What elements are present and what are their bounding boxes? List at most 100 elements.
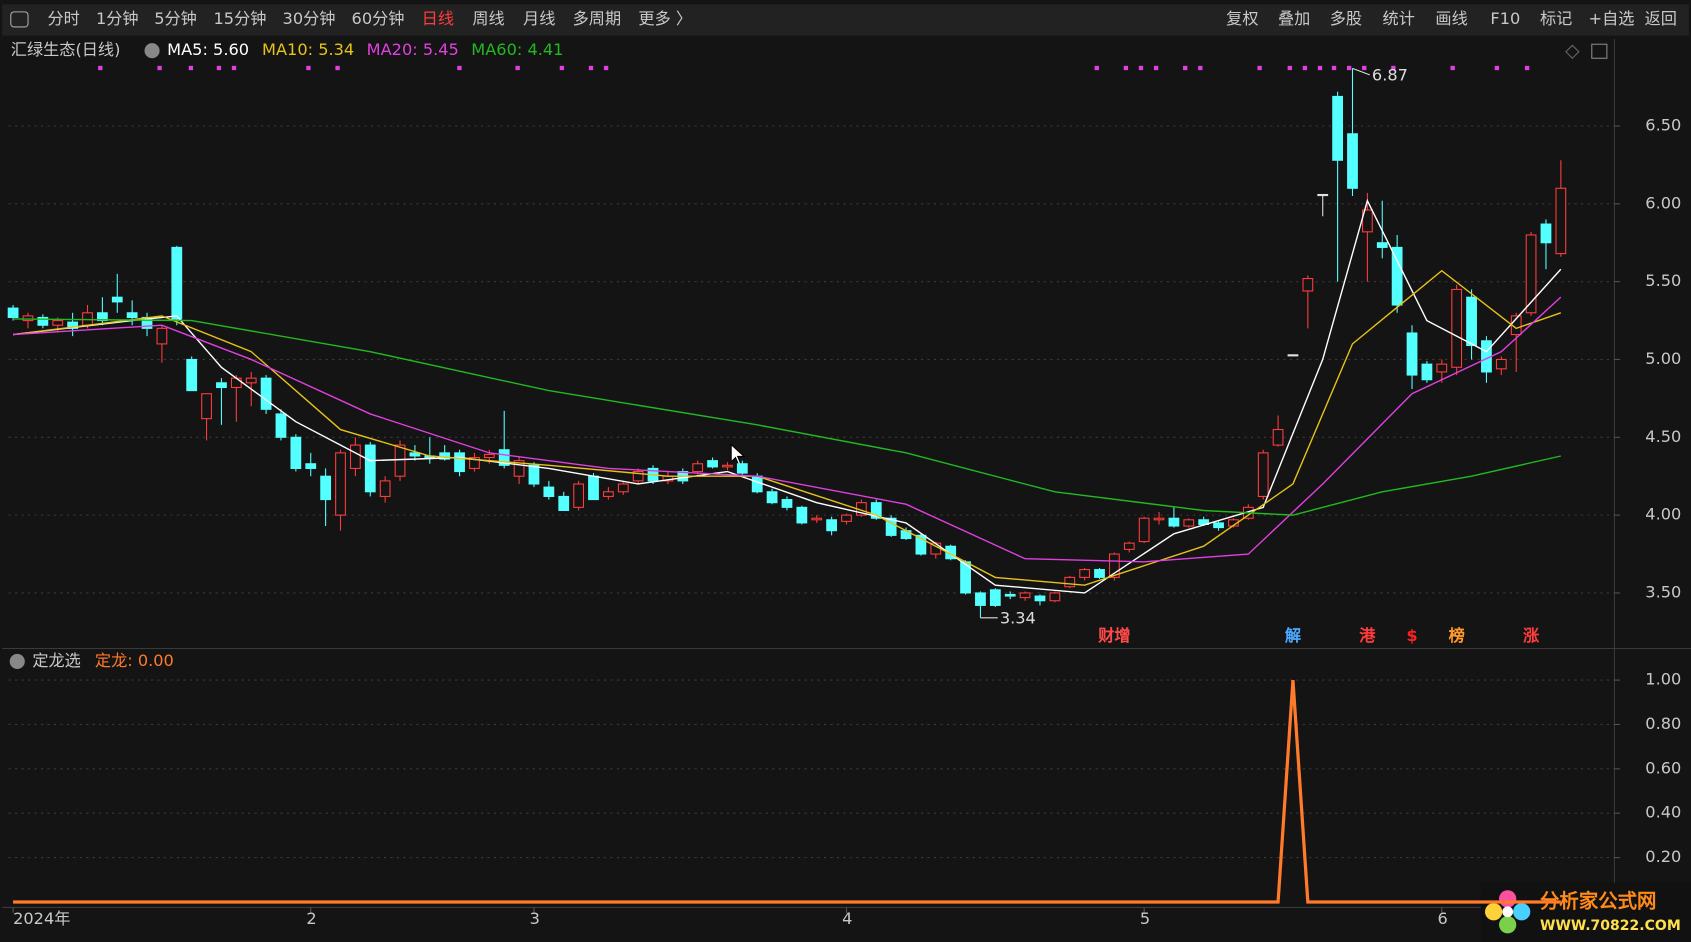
candle-body [1123,542,1135,550]
signal-dot [1287,65,1292,71]
toolbar-button[interactable]: 周线 [472,9,504,28]
candle-body [766,491,778,504]
candle-body [1391,246,1403,306]
candle-body [528,464,540,485]
toolbar-button[interactable]: 1分钟 [96,9,139,28]
candle-body [945,545,957,560]
candle-body [1287,354,1299,357]
candle-body [201,393,212,420]
candle-body [588,475,599,501]
signal-dot [559,65,565,71]
event-marker[interactable]: 港 [1359,626,1376,645]
candle-body [1019,592,1031,599]
collapse-icon[interactable] [9,653,25,670]
indicator-line [13,318,1561,516]
candle-body [558,495,570,511]
candle-body [1004,593,1016,597]
candle-body [245,377,257,384]
toolbar-button[interactable]: 更多 〉 [638,9,692,28]
indicator-line [13,296,1562,563]
signal-dot [335,65,340,71]
candle-body [305,463,317,469]
toolbar-button[interactable]: 返回 [1645,9,1677,28]
y-tick-label: 5.00 [1645,349,1681,368]
signal-dot [1391,65,1396,71]
candle-body [543,486,555,497]
candle-body [692,463,704,473]
watermark-name: 分析家公式网 [1540,890,1656,913]
candle-body [1406,332,1418,376]
y-tick-label: 1.00 [1645,670,1681,689]
candle-body [171,246,183,320]
candle-body [722,464,733,468]
toolbar-button[interactable]: 画线 [1435,9,1467,28]
toolbar-button[interactable]: 日线 [422,9,454,28]
candle-body [1525,234,1537,314]
candle-body [409,452,421,457]
candle-body [602,491,614,497]
toolbar-button[interactable]: 标记 [1540,9,1572,28]
event-marker[interactable]: 涨 [1523,626,1540,645]
event-marker[interactable]: 财增 [1098,626,1130,645]
toolbar-button[interactable]: 复权 [1226,9,1258,28]
candle-body [1302,278,1314,292]
event-marker[interactable]: $ [1406,626,1417,645]
y-tick-label: 0.60 [1645,758,1681,777]
indicator-line [12,198,1562,594]
signal-dot [1317,65,1323,71]
x-tick-label: 4 [842,909,852,928]
signal-dot [603,65,609,71]
signal-dot [1094,65,1099,71]
annotation-label: 6.87 [1372,65,1408,84]
signal-dot [1138,65,1144,71]
candle-body [811,517,823,521]
toolbar-button[interactable]: 30分钟 [283,9,336,28]
indicator-line [12,269,1562,586]
toolbar-button[interactable]: 15分钟 [214,9,267,28]
candle-body [1257,452,1269,497]
y-tick-label: 3.50 [1645,582,1681,601]
candle-body [439,452,451,460]
menu-icon[interactable] [10,11,29,28]
candle-body [96,312,108,322]
toolbar-button[interactable]: F10 [1490,9,1520,28]
y-tick-label: 5.50 [1645,271,1681,290]
toolbar-button[interactable]: 多股 [1330,9,1362,28]
candle-body [885,517,897,536]
signal-dot [588,65,594,71]
y-tick-label: 4.00 [1645,505,1681,524]
candle-body [7,307,19,318]
x-tick-label: 2 [306,909,316,928]
toolbar-button[interactable]: 分时 [47,9,79,28]
toolbar-button[interactable]: 叠加 [1278,9,1310,28]
diamond-icon[interactable] [1565,44,1580,60]
toolbar-button[interactable]: +自选 [1589,9,1635,28]
toolbar-button[interactable]: 60分钟 [352,9,405,28]
candle-body [1183,519,1195,527]
legend-entry: MA20: 5.45 [367,40,459,59]
candle-body [870,502,882,519]
toolbar-button[interactable]: 5分钟 [154,9,197,28]
event-marker[interactable]: 解 [1285,626,1301,645]
candle-body [37,316,49,326]
signal-dot [1362,65,1367,71]
signal-dot [1153,65,1159,71]
toolbar-button[interactable]: 统计 [1383,9,1415,28]
event-marker[interactable]: 榜 [1449,626,1465,645]
panel-icon[interactable] [1591,43,1608,59]
candle-body [1451,288,1463,368]
candle-body [1436,363,1448,373]
candle-body [1495,358,1507,370]
signal-dot [1198,65,1203,71]
toolbar-button[interactable]: 月线 [523,9,555,28]
candle-body [216,382,227,389]
signal-dot [1346,65,1352,71]
candle-body [126,312,138,318]
signal-dot [457,65,462,71]
toolbar [2,4,1689,36]
legend-entry: MA5: 5.60 [167,40,249,59]
toolbar-button[interactable]: 多周期 [573,9,622,28]
collapse-icon[interactable] [144,43,160,59]
